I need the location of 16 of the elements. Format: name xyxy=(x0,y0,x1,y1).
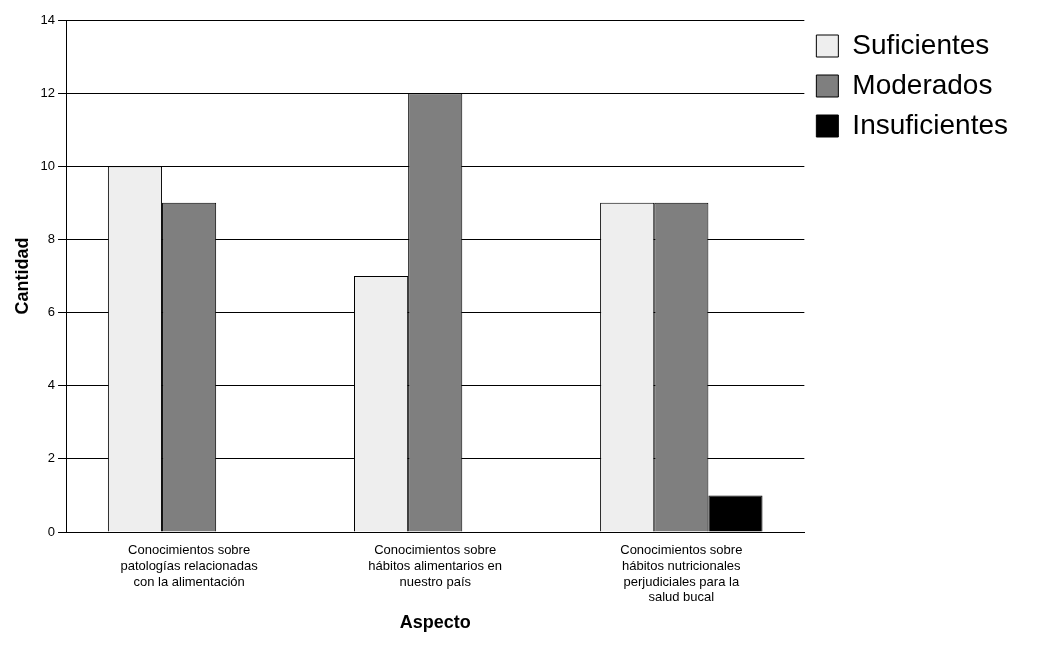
x-axis-title: Aspecto xyxy=(399,612,471,633)
y-tick-label: 14 xyxy=(40,11,56,27)
legend-label: Insuficientes xyxy=(852,108,1008,140)
y-tick-label: 2 xyxy=(47,450,56,466)
y-tick-label: 8 xyxy=(47,231,56,247)
x-tick-label: Conocimientos sobre patologías relacionadas con la alimentación xyxy=(120,542,259,589)
y-tick-label: 0 xyxy=(47,523,56,539)
y-tick-label: 10 xyxy=(40,157,56,173)
y-tick-label: 12 xyxy=(40,84,56,100)
legend-label: Moderados xyxy=(852,68,993,100)
x-tick-label: Conocimientos sobre hábitos nutricionales perjudiciales para la salud bucal xyxy=(620,542,743,605)
x-tick-label: Conocimientos sobre hábitos alimentarios en nuestro país xyxy=(368,542,503,589)
y-tick-label: 4 xyxy=(47,377,56,393)
legend-label: Suficientes xyxy=(852,28,990,60)
y-axis-title: Cantidad xyxy=(11,237,32,315)
y-tick-label: 6 xyxy=(47,304,56,320)
